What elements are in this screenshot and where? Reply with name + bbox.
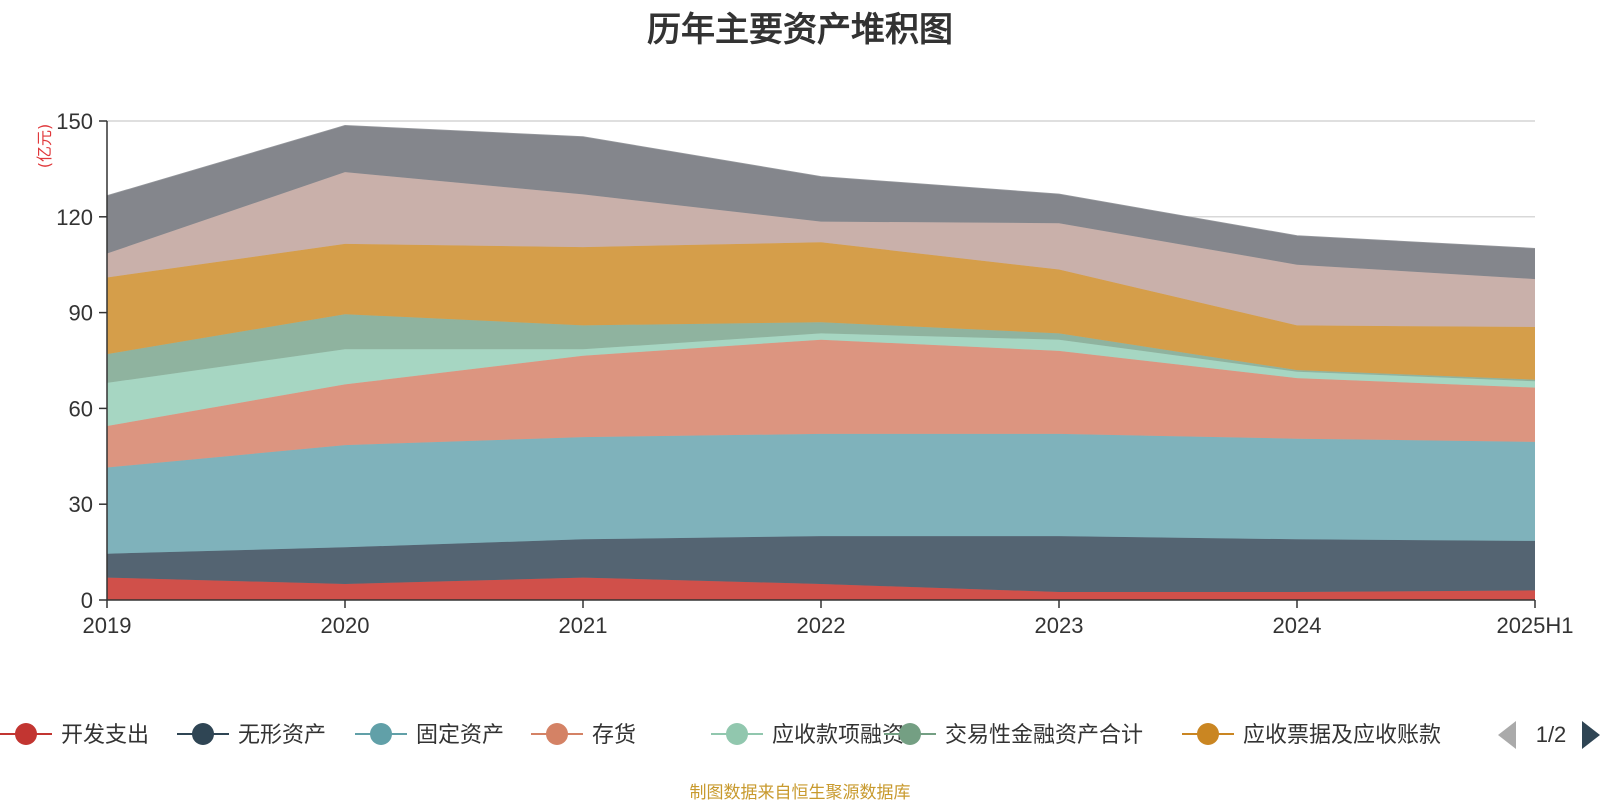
area-series-8 (107, 172, 1535, 327)
legend-label: 应收票据及应收账款 (1243, 723, 1441, 748)
y-tick-label: 150 (56, 109, 93, 134)
area-series-1 (107, 577, 1535, 600)
y-unit-label: (亿元) (35, 124, 54, 169)
axes: 0 30 60 90 120 150 2019 2020 2021 2022 2023 2024 202… (56, 109, 1573, 638)
x-tick-label: 2020 (321, 613, 370, 638)
legend-item[interactable]: 固定资产 (355, 723, 504, 748)
area-series-4 (107, 339, 1535, 468)
legend-next-page-icon[interactable] (1582, 721, 1600, 749)
legend-marker-icon (370, 723, 392, 745)
area-series-6 (107, 314, 1535, 383)
y-tick-label: 0 (81, 588, 93, 613)
legend-marker-icon (546, 723, 568, 745)
legend-marker-icon (192, 723, 214, 745)
legend-label: 开发支出 (61, 723, 149, 748)
legend-item[interactable]: 交易性金融资产合计 (884, 723, 1143, 748)
area-series-3 (107, 433, 1535, 554)
x-tick-label: 2024 (1273, 613, 1322, 638)
legend-item[interactable]: 存货 (531, 723, 636, 748)
legend-item[interactable]: 无形资产 (177, 723, 326, 748)
area-series-edge (106, 125, 1536, 250)
area-series-5 (107, 333, 1535, 426)
legend-marker-icon (1197, 723, 1219, 745)
legend-label: 应收款项融资 (772, 723, 904, 748)
legend-item[interactable]: 应收票据及应收账款 (1182, 723, 1441, 748)
y-tick-label: 120 (56, 205, 93, 230)
legend-label: 交易性金融资产合计 (945, 723, 1143, 748)
legend-item[interactable]: 应收款项融资 (711, 723, 904, 748)
legend: 开发支出 无形资产 固定资产 存货 应收款项融资 交易性金融资产合计 应收票据及应收账款 (0, 723, 1441, 748)
chart-title: 历年主要资产堆积图 (647, 10, 953, 50)
legend-marker-icon (15, 723, 37, 745)
legend-marker-icon (899, 723, 921, 745)
legend-prev-page-icon[interactable] (1498, 721, 1516, 749)
legend-label: 固定资产 (416, 723, 504, 748)
area-series-2 (107, 536, 1535, 592)
legend-item[interactable]: 开发支出 (0, 723, 149, 748)
y-tick-label: 90 (69, 301, 93, 326)
area-series-layer (106, 125, 1536, 600)
area-series-7 (107, 242, 1535, 380)
data-source-note: 制图数据来自恒生聚源数据库 (689, 783, 911, 803)
area-series-9 (107, 125, 1535, 280)
legend-label: 存货 (592, 723, 636, 748)
x-tick-label: 2023 (1035, 613, 1084, 638)
legend-page-indicator: 1/2 (1536, 722, 1567, 747)
y-tick-label: 30 (69, 492, 93, 517)
legend-marker-icon (726, 723, 748, 745)
x-tick-label: 2022 (797, 613, 846, 638)
y-tick-label: 60 (69, 396, 93, 421)
x-tick-label: 2019 (83, 613, 132, 638)
legend-label: 无形资产 (238, 723, 326, 748)
x-tick-label: 2021 (559, 613, 608, 638)
legend-pager: 1/2 (1498, 721, 1600, 749)
x-tick-label: 2025H1 (1496, 613, 1573, 638)
